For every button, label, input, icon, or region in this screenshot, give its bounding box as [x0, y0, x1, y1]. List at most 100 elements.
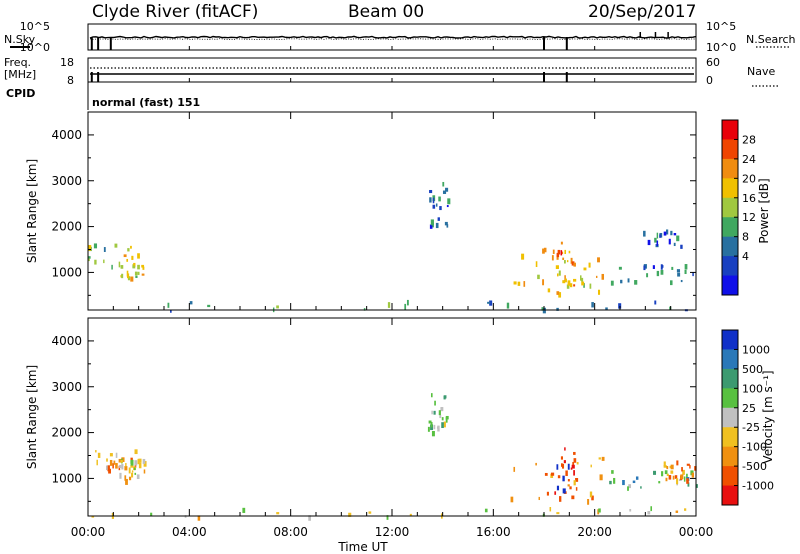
data-cell — [437, 425, 440, 432]
data-cell — [567, 463, 570, 470]
data-cell — [386, 515, 389, 520]
data-cell — [686, 478, 689, 484]
data-cell — [598, 457, 601, 460]
data-cell — [442, 181, 445, 187]
data-cell — [597, 289, 601, 295]
data-cell — [432, 197, 435, 204]
data-cell — [487, 301, 491, 304]
data-cell — [666, 229, 669, 235]
nave-tick-top: 60 — [706, 56, 720, 69]
colorbar-tick-label: 500 — [742, 363, 763, 376]
freq-tick-top: 18 — [60, 56, 74, 69]
y-tick-label: 1000 — [51, 265, 82, 279]
data-cell — [406, 299, 409, 306]
data-cell — [591, 495, 594, 501]
data-cell — [570, 467, 573, 470]
data-cell — [601, 456, 605, 461]
data-cell — [137, 253, 140, 259]
cpid-label: CPID — [6, 87, 35, 100]
x-tick-label: 00:00 — [679, 525, 714, 539]
data-cell — [561, 463, 563, 467]
data-cell — [558, 270, 561, 276]
data-cell — [484, 508, 488, 513]
data-cell — [535, 261, 538, 268]
data-cell — [573, 278, 577, 282]
data-cell — [675, 510, 679, 513]
data-cell — [440, 407, 444, 412]
data-cell — [562, 257, 565, 261]
data-cell — [573, 262, 576, 267]
colorbar-tick-label: 24 — [742, 153, 756, 166]
data-cell — [620, 279, 623, 284]
colorbar-frame — [721, 119, 739, 296]
data-cell — [435, 203, 438, 207]
data-cell — [363, 308, 366, 311]
data-cell — [131, 255, 134, 260]
data-cell — [583, 267, 587, 271]
data-cell — [556, 485, 560, 491]
data-cell — [119, 472, 122, 479]
data-cell — [433, 410, 436, 415]
x-tick-label: 12:00 — [375, 525, 410, 539]
data-cell — [444, 221, 448, 226]
data-cell — [589, 491, 593, 498]
date-title: 20/Sep/2017 — [588, 2, 696, 22]
data-cell — [125, 463, 127, 467]
data-cell — [103, 247, 106, 252]
data-cell — [120, 265, 124, 269]
velocity-colorbar: 1000 500 100 25 -25 -100 -500 -1000 — [721, 329, 774, 506]
data-cell — [640, 486, 642, 489]
data-cell — [276, 512, 280, 515]
x-tick-label: 00:00 — [71, 525, 106, 539]
data-cell — [563, 260, 566, 264]
data-cell — [611, 470, 614, 474]
nsearch-line — [89, 38, 697, 40]
data-cell — [131, 470, 134, 473]
colorbar-segment — [722, 407, 738, 428]
data-cell — [170, 309, 172, 313]
colorbar-tick-label: -500 — [742, 460, 767, 473]
data-cell — [613, 477, 616, 484]
data-cell — [137, 458, 140, 465]
data-cell — [438, 196, 441, 202]
data-cell — [134, 472, 137, 475]
data-cell — [537, 274, 540, 280]
colorbar-segment — [722, 158, 738, 179]
data-cell — [121, 457, 125, 462]
data-cell — [654, 237, 657, 243]
data-cell — [575, 487, 578, 491]
data-cell — [126, 270, 129, 277]
cpid-value: normal (fast) 151 — [92, 96, 200, 109]
data-cell — [276, 305, 279, 309]
data-cell — [542, 248, 545, 254]
data-cell — [622, 480, 625, 486]
data-cell — [670, 470, 674, 474]
colorbar-segment — [722, 446, 738, 467]
data-cell — [433, 424, 436, 430]
data-cell — [573, 451, 576, 455]
data-cell — [428, 420, 432, 424]
data-cell — [130, 245, 132, 249]
data-cell — [404, 303, 407, 310]
data-cell — [569, 283, 573, 288]
colorbar-segment — [722, 388, 738, 409]
data-cell — [96, 459, 98, 466]
power-y-axis: 4000 3000 2000 1000 — [51, 128, 696, 296]
data-cell — [635, 476, 639, 480]
colorbar-segment — [722, 349, 738, 370]
data-cell — [130, 459, 134, 466]
data-cell — [684, 508, 687, 511]
data-cell — [666, 473, 669, 477]
data-cell — [348, 512, 352, 517]
data-cell — [242, 507, 246, 513]
power-colorbar: 28 24 20 16 12 8 4 — [721, 119, 756, 296]
data-cell — [559, 496, 562, 502]
data-cell — [587, 499, 590, 505]
data-cell — [93, 243, 98, 249]
data-cell — [581, 277, 584, 282]
noise-tick-bottom: 10^0 — [20, 41, 50, 54]
data-cell — [686, 473, 688, 479]
colorbar-segment — [722, 197, 738, 218]
data-cell — [439, 414, 442, 419]
data-cell — [563, 460, 566, 464]
